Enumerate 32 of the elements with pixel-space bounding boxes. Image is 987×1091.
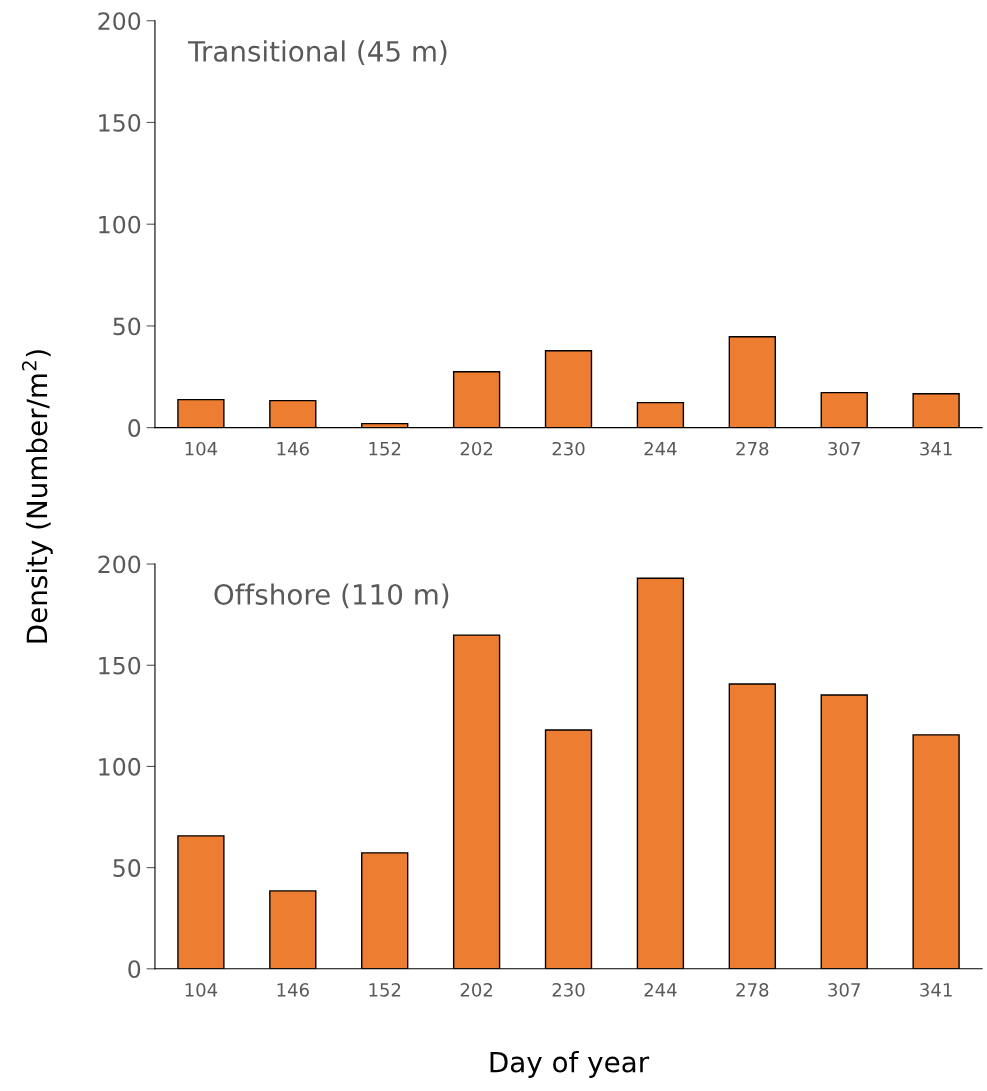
text: Transitional (45 m) [187,40,447,66]
x-tick-label: 278 [736,441,769,456]
x-tick-label: 202 [460,441,493,456]
y-tick-label: 0 [128,419,141,437]
y-tick-label: 200 [98,12,141,31]
x-tick-label: 307 [828,983,860,997]
y-tick-label: 100 [99,215,141,234]
y-tick-label: 0 [128,960,141,979]
x-tick-label: 152 [369,441,401,456]
y-tick-label: 150 [99,656,141,675]
x-tick-label: 202 [460,983,493,997]
x-tick-label: 244 [644,983,677,997]
text: Offshore (110 m) [214,583,449,609]
y-tick-label: 200 [98,555,141,574]
x-tick-label: 104 [185,441,218,456]
x-tick-label: 341 [920,983,952,997]
x-tick-label: 146 [277,983,309,997]
x-tick-label: 244 [644,441,677,456]
x-tick-label: 104 [185,983,218,997]
y-tick-label: 150 [99,113,141,132]
x-tick-label: 307 [828,441,860,456]
x-tick-label: 278 [736,983,769,997]
y-tick-label: 50 [113,859,141,877]
x-tick-label: 146 [277,441,309,456]
x-tick-label: 341 [920,441,952,456]
y-tick-label: 100 [99,757,141,776]
x-tick-label: 230 [552,441,585,456]
x-axis-title: Day of year [490,1051,650,1078]
y-axis-title: Density (Number/m$^{2}$) [21,350,53,643]
x-tick-label: 230 [552,983,585,997]
y-tick-label: 50 [113,317,141,336]
x-tick-label: 152 [369,983,401,997]
